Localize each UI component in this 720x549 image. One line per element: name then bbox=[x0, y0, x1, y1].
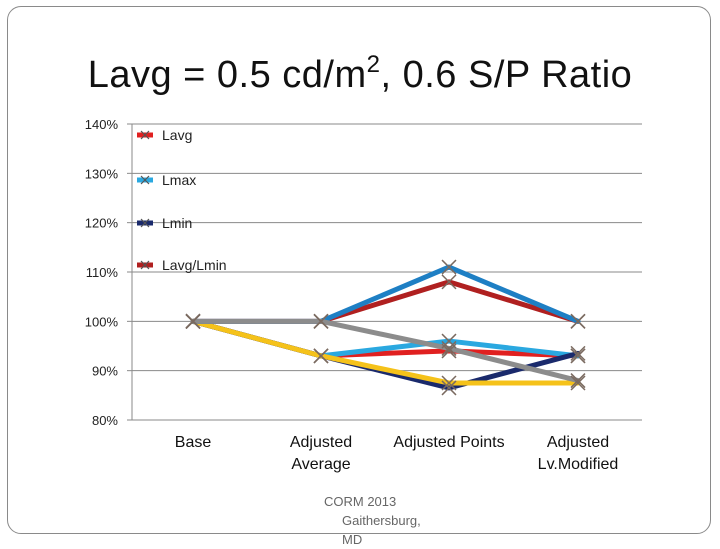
title-rest: , 0.6 S/P Ratio bbox=[380, 54, 633, 96]
series-6-point-1 bbox=[313, 313, 329, 329]
title-main: Lavg = 0.5 cd/m bbox=[87, 54, 367, 96]
legend-marker-2 bbox=[140, 218, 150, 228]
x-category-line-1-1: Average bbox=[291, 456, 350, 473]
legend-label-2: Lmin bbox=[162, 215, 192, 231]
x-category-line-0-0: Base bbox=[175, 434, 212, 451]
series-1-point-3 bbox=[570, 348, 586, 364]
y-tick-label-140: 140% bbox=[85, 117, 119, 132]
series-2-point-3 bbox=[570, 345, 586, 361]
series-6-point-3 bbox=[570, 373, 586, 389]
legend-marker-3 bbox=[140, 260, 150, 270]
slide-frame bbox=[7, 6, 711, 534]
series-line-5 bbox=[190, 264, 581, 324]
series-1-point-2 bbox=[441, 333, 457, 349]
x-category-line-3-0: Adjusted bbox=[547, 434, 609, 451]
series-3-point-2 bbox=[441, 274, 457, 290]
series-2-point-2 bbox=[441, 380, 457, 396]
series-4-point-2 bbox=[441, 375, 457, 391]
x-category-line-2-0: Adjusted Points bbox=[393, 434, 504, 451]
series-line-6 bbox=[190, 318, 581, 384]
title-superscript: 2 bbox=[366, 51, 381, 78]
series-5-point-2 bbox=[441, 259, 457, 275]
x-category-label-0: Base bbox=[175, 434, 212, 451]
slide-title: Lavg = 0.5 cd/m2, 0.6 S/P Ratio bbox=[0, 51, 720, 97]
series-line-4 bbox=[190, 318, 581, 386]
series-4-point-3 bbox=[570, 375, 586, 391]
x-category-label-2: Adjusted Points bbox=[393, 434, 504, 451]
y-tick-label-110: 110% bbox=[86, 265, 119, 280]
footer-line-1: CORM 2013 bbox=[324, 494, 397, 509]
series-6-point-0 bbox=[185, 313, 201, 329]
y-tick-label-120: 120% bbox=[85, 216, 119, 231]
legend-label-0: Lavg bbox=[162, 127, 192, 143]
legend-marker-0 bbox=[140, 130, 150, 140]
y-tick-label-80: 80% bbox=[92, 413, 118, 428]
x-category-line-3-1: Lv.Modified bbox=[538, 456, 619, 473]
series-6-point-2 bbox=[441, 340, 457, 356]
x-category-label-1: Adjusted Average bbox=[290, 434, 352, 473]
footer-line-2: Gaithersburg, MD bbox=[342, 513, 421, 547]
y-tick-label-100: 100% bbox=[85, 314, 119, 329]
series-line-3 bbox=[190, 279, 581, 324]
y-tick-label-130: 130% bbox=[85, 166, 119, 181]
series-5-point-3 bbox=[570, 313, 586, 329]
x-category-label-3: Adjusted Lv.Modified bbox=[538, 434, 619, 473]
legend-label-3: Lavg/Lmin bbox=[162, 257, 227, 273]
x-category-line-1-0: Adjusted bbox=[290, 434, 352, 451]
legend-marker-1 bbox=[140, 175, 150, 185]
y-tick-label-90: 90% bbox=[92, 364, 118, 379]
series-4-point-1 bbox=[313, 348, 329, 364]
legend-label-1: Lmax bbox=[162, 172, 196, 188]
footer: CORM 2013 Gaithersburg, MD bbox=[300, 492, 440, 549]
